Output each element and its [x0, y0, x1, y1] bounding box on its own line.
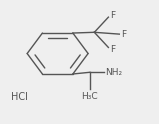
Text: NH₂: NH₂: [105, 68, 122, 77]
Text: HCl: HCl: [11, 92, 28, 102]
Text: F: F: [110, 45, 115, 54]
Text: F: F: [110, 11, 115, 20]
Text: H₃C: H₃C: [81, 92, 98, 101]
Text: F: F: [121, 30, 127, 39]
